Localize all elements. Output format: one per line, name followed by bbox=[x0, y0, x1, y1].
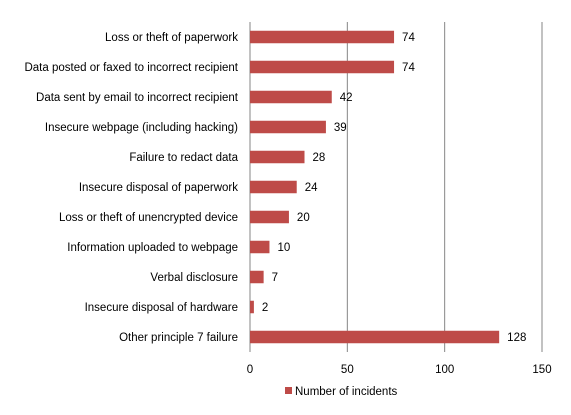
data-labels: 74 74 42 39 28 24 20 10 7 2 128 bbox=[262, 32, 526, 344]
x-tick-label: 0 bbox=[247, 364, 253, 376]
bar bbox=[250, 300, 254, 314]
category-label: Insecure webpage (including hacking) bbox=[45, 122, 238, 134]
category-label: Loss or theft of unencrypted device bbox=[59, 212, 238, 224]
bar bbox=[250, 150, 305, 164]
bar bbox=[250, 240, 270, 254]
category-label: Insecure disposal of hardware bbox=[85, 302, 238, 314]
bar bbox=[250, 90, 332, 104]
category-label: Other principle 7 failure bbox=[119, 332, 238, 344]
x-tick-label: 150 bbox=[532, 364, 551, 376]
category-label: Verbal disclosure bbox=[150, 272, 238, 284]
data-label: 7 bbox=[272, 272, 278, 284]
bar bbox=[250, 270, 264, 284]
bar bbox=[250, 30, 395, 44]
x-tick-labels: 0 50 100 150 bbox=[247, 364, 552, 376]
data-label: 42 bbox=[340, 92, 353, 104]
bars bbox=[250, 30, 500, 344]
category-label: Data sent by email to incorrect recipien… bbox=[36, 92, 239, 104]
data-label: 28 bbox=[313, 152, 326, 164]
bar bbox=[250, 60, 395, 74]
data-label: 74 bbox=[402, 32, 415, 44]
data-label: 39 bbox=[334, 122, 347, 134]
legend: Number of incidents bbox=[285, 386, 398, 398]
data-label: 20 bbox=[297, 212, 310, 224]
bar bbox=[250, 180, 297, 194]
bar bbox=[250, 330, 500, 344]
legend-label: Number of incidents bbox=[295, 386, 398, 398]
category-label: Data posted or faxed to incorrect recipi… bbox=[24, 62, 238, 74]
bar bbox=[250, 120, 326, 134]
category-label: Loss or theft of paperwork bbox=[105, 32, 238, 44]
x-tick-label: 100 bbox=[435, 364, 454, 376]
data-label: 74 bbox=[402, 62, 415, 74]
category-labels: Loss or theft of paperwork Data posted or… bbox=[24, 32, 238, 344]
legend-swatch bbox=[285, 387, 292, 394]
data-label: 128 bbox=[507, 332, 526, 344]
category-label: Failure to redact data bbox=[129, 152, 238, 164]
category-label: Insecure disposal of paperwork bbox=[79, 182, 238, 194]
x-tick-label: 50 bbox=[341, 364, 354, 376]
bar bbox=[250, 210, 289, 224]
data-label: 10 bbox=[277, 242, 290, 254]
data-label: 24 bbox=[305, 182, 318, 194]
data-label: 2 bbox=[262, 302, 268, 314]
category-label: Information uploaded to webpage bbox=[67, 242, 238, 254]
